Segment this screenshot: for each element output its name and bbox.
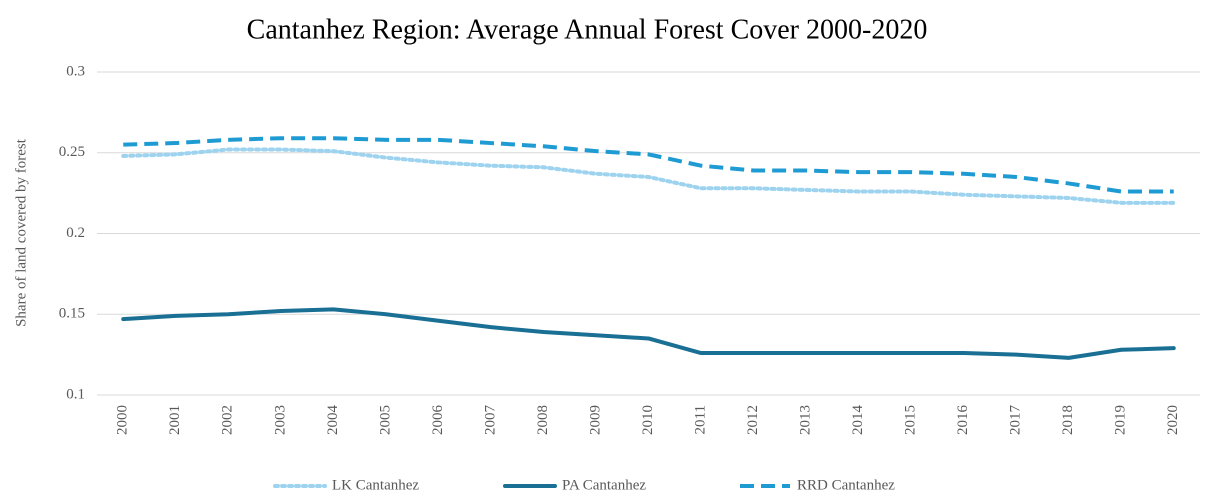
x-tick-label: 2008 — [535, 405, 551, 435]
x-tick-label: 2007 — [482, 405, 498, 436]
series-line — [123, 136, 1174, 194]
y-axis-title: Share of land covered by forest — [13, 138, 29, 327]
series-line — [121, 307, 1176, 360]
x-tick-label: 2006 — [430, 405, 446, 436]
y-tick-label: 0.25 — [59, 144, 85, 160]
x-tick-label: 2009 — [587, 405, 603, 435]
x-tick-label: 2002 — [220, 405, 236, 435]
legend-label: LK Cantanhez — [332, 477, 419, 493]
x-tick-label: 2000 — [115, 405, 131, 435]
y-tick-label: 0.1 — [66, 386, 85, 402]
y-tick-label: 0.3 — [66, 63, 85, 79]
y-tick-label: 0.15 — [59, 306, 85, 322]
x-tick-label: 2016 — [955, 405, 971, 436]
x-tick-label: 2012 — [745, 405, 761, 435]
x-tick-label: 2017 — [1008, 405, 1024, 436]
x-tick-label: 2014 — [850, 405, 866, 436]
x-tick-label: 2020 — [1165, 405, 1181, 435]
x-tick-label: 2015 — [903, 405, 919, 435]
x-tick-label: 2018 — [1060, 405, 1076, 435]
x-tick-label: 2011 — [692, 405, 708, 434]
legend-label: RRD Cantanhez — [797, 477, 895, 493]
x-tick-label: 2004 — [325, 405, 341, 436]
x-tick-label: 2013 — [798, 405, 814, 435]
legend-label: PA Cantanhez — [562, 477, 646, 493]
y-tick-label: 0.2 — [66, 225, 85, 241]
x-tick-label: 2005 — [377, 405, 393, 435]
x-tick-label: 2003 — [272, 405, 288, 435]
x-tick-label: 2001 — [167, 405, 183, 435]
chart-title: Cantanhez Region: Average Annual Forest … — [247, 14, 928, 45]
series-line — [121, 147, 1176, 205]
x-tick-label: 2010 — [640, 405, 656, 435]
x-tick-label: 2019 — [1113, 405, 1129, 435]
